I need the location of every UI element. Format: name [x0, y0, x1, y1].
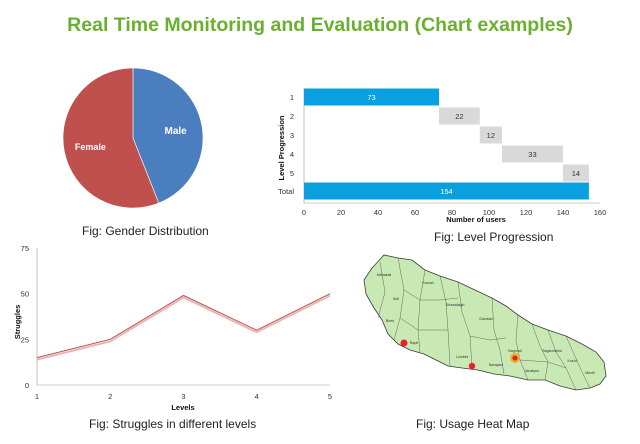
pie-label-female: Female	[75, 142, 106, 152]
bar-value-label: 22	[455, 112, 463, 121]
bar-category-label: 2	[290, 112, 294, 121]
map-region-label: Rapti	[410, 341, 419, 345]
map-region-label: Narayani	[489, 363, 504, 367]
line-series-struggles	[36, 293, 331, 359]
bar-value-label: 154	[440, 187, 453, 196]
map-region-label: Sagarmatha	[542, 349, 562, 353]
bar-level-2	[439, 107, 480, 125]
bar-x-tick: 20	[337, 208, 345, 217]
map-region-label: Koshi	[568, 359, 577, 363]
line-x-tick: 1	[35, 392, 39, 401]
map-region-label: Gandaki	[479, 317, 493, 321]
bar-level-1	[304, 88, 440, 106]
line-y-tick: 25	[21, 335, 29, 344]
heat-spot-south	[468, 362, 476, 370]
heat-spot-west	[400, 339, 408, 347]
page-title: Real Time Monitoring and Evaluation (Cha…	[67, 14, 573, 36]
bar-x-tick: 60	[411, 208, 419, 217]
line-x-axis-label: Levels	[171, 403, 194, 412]
bar-value-label: 14	[572, 169, 580, 178]
line-x-tick: 2	[108, 392, 112, 401]
map-region-label: Dhawalagiri	[446, 303, 465, 307]
bar-category-label: 3	[290, 131, 294, 140]
pie-slice-female	[62, 67, 160, 209]
line-series-shadow	[36, 294, 331, 361]
bar-x-axis-label: Number of users	[446, 215, 506, 224]
bar-category-label: Total	[278, 187, 294, 196]
bar-level-4	[501, 145, 563, 163]
bar-level-5	[563, 164, 589, 182]
line-x-tick: 3	[181, 392, 185, 401]
bar-value-label: 33	[528, 150, 536, 159]
bar-value-label: 12	[487, 131, 495, 140]
heat-spot-kathmandu	[512, 355, 518, 361]
heatmap-caption: Fig: Usage Heat Map	[416, 417, 530, 431]
map-region-label: Mahakali	[377, 273, 392, 277]
line-x-tick: 4	[255, 392, 259, 401]
map-region-label: Janakpur	[525, 369, 541, 373]
bar-x-tick: 140	[557, 208, 570, 217]
bar-x-tick: 40	[374, 208, 382, 217]
bar-x-tick: 80	[448, 208, 456, 217]
nepal-map-outline	[363, 254, 607, 391]
bar-x-tick: 160	[594, 208, 607, 217]
bar-y-axis-label: Level Progression	[277, 115, 286, 180]
bar-level-total	[304, 182, 589, 200]
line-y-tick: 0	[25, 381, 29, 390]
gender-caption: Fig: Gender Distribution	[82, 224, 209, 238]
line-y-tick: 75	[21, 244, 29, 253]
struggles-caption: Fig: Struggles in different levels	[89, 417, 257, 431]
map-region-label: Bagmati	[508, 349, 521, 353]
map-region-label: Seti	[393, 297, 399, 301]
map-region-label: Mechi	[585, 371, 595, 375]
line-x-tick: 5	[328, 392, 332, 401]
bar-level-3	[479, 126, 502, 144]
bar-category-label: 1	[290, 93, 294, 102]
bar-x-tick: 0	[302, 208, 306, 217]
bar-x-tick: 100	[483, 208, 496, 217]
bar-category-label: 5	[290, 169, 294, 178]
bar-x-tick: 120	[520, 208, 533, 217]
bar-value-label: 73	[367, 93, 375, 102]
map-region-label: Bheri	[386, 319, 395, 323]
line-y-axis-label: Struggles	[13, 305, 22, 340]
pie-label-male: Male	[165, 126, 188, 137]
line-y-tick: 50	[21, 290, 29, 299]
bar-category-label: 4	[290, 150, 294, 159]
map-region-label: Lumbini	[456, 355, 469, 359]
pie-slice-male	[132, 67, 204, 204]
map-region-label: Karnali	[422, 281, 433, 285]
level-caption: Fig: Level Progression	[434, 230, 554, 244]
